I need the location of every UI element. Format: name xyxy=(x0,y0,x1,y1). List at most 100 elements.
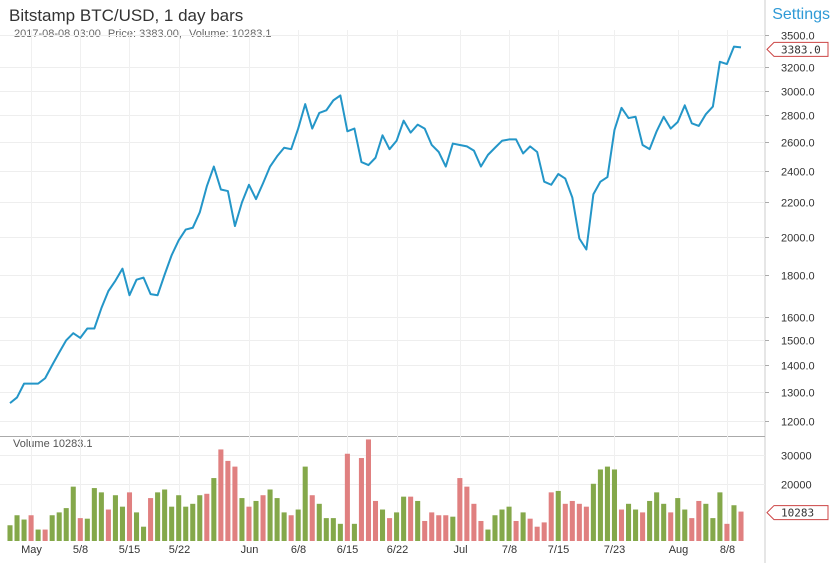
volume-bar xyxy=(295,509,301,541)
volume-bar xyxy=(569,500,575,541)
volume-bar xyxy=(337,523,343,541)
volume-bar xyxy=(316,503,322,541)
price-tick-label: 1400.0 xyxy=(781,361,815,373)
time-tick-label: 7/8 xyxy=(502,544,517,556)
volume-bar xyxy=(141,526,147,541)
volume-bar xyxy=(21,519,27,541)
volume-bar xyxy=(562,503,568,541)
price-tick-label: 2800.0 xyxy=(781,111,815,123)
volume-bar xyxy=(267,489,273,541)
volume-bar xyxy=(49,515,55,541)
volume-bar xyxy=(169,506,175,541)
volume-bar xyxy=(668,512,674,541)
price-tick-label: 1800.0 xyxy=(781,271,815,283)
volume-bar xyxy=(513,520,519,541)
volume-bar xyxy=(77,518,83,541)
time-tick-label: Jul xyxy=(453,544,467,556)
volume-tick-label: 30000 xyxy=(781,451,812,463)
volume-bar xyxy=(618,509,625,541)
volume-bar xyxy=(330,518,336,541)
volume-bar xyxy=(84,518,90,541)
price-tick-label: 2200.0 xyxy=(781,198,815,210)
price-tick-label: 2000.0 xyxy=(781,233,815,245)
volume-bar xyxy=(35,529,41,541)
volume-bar xyxy=(583,506,589,541)
price-tick-label: 3500.0 xyxy=(781,31,815,43)
volume-bar xyxy=(14,515,20,541)
volume-bar xyxy=(604,466,610,541)
volume-bar xyxy=(520,512,526,541)
price-tick-label: 2600.0 xyxy=(781,138,815,150)
volume-bar xyxy=(309,495,315,541)
volume-bar xyxy=(661,503,667,541)
chart-title: Bitstamp BTC/USD, 1 day bars xyxy=(9,6,244,25)
time-tick-label: 5/22 xyxy=(169,544,190,556)
volume-bar xyxy=(218,449,224,541)
volume-bar xyxy=(703,503,709,541)
volume-bar xyxy=(675,498,681,541)
volume-bar xyxy=(358,458,364,541)
volume-bar xyxy=(112,495,118,541)
settings-button[interactable]: Settings xyxy=(772,6,830,23)
volume-bar xyxy=(478,520,484,541)
volume-bar xyxy=(689,518,695,541)
volume-bar xyxy=(738,511,744,541)
info-volume: Volume: 10283.1 xyxy=(188,28,272,40)
time-tick-label: Jun xyxy=(241,544,259,556)
volume-bar xyxy=(372,500,379,541)
time-tick-label: 5/15 xyxy=(119,544,140,556)
current-price-tag: 3383.0 xyxy=(766,41,829,57)
volume-bar xyxy=(450,516,456,541)
volume-bar xyxy=(232,466,238,541)
volume-bar xyxy=(119,506,125,541)
volume-tick-label: 20000 xyxy=(781,480,812,492)
current-value-tag-shape xyxy=(766,41,829,57)
volume-bar xyxy=(696,500,702,541)
volume-bar xyxy=(408,496,414,541)
volume-bar xyxy=(133,512,140,541)
volume-bar xyxy=(464,486,470,541)
volume-bar xyxy=(91,488,97,541)
volume-panel-label: Volume 10283.1 xyxy=(13,438,93,450)
time-tick-label: 7/23 xyxy=(604,544,625,556)
time-tick-label: 7/15 xyxy=(548,544,569,556)
volume-bar xyxy=(105,509,111,541)
time-tick-label: 6/15 xyxy=(337,544,358,556)
volume-bar xyxy=(239,498,245,541)
time-tick-label: 8/8 xyxy=(720,544,735,556)
volume-bar xyxy=(176,495,182,541)
volume-bar xyxy=(323,518,329,541)
volume-bar xyxy=(590,483,596,541)
volume-bar xyxy=(506,506,512,541)
volume-bar xyxy=(576,503,582,541)
volume-bar xyxy=(351,523,357,541)
volume-bar xyxy=(56,512,62,541)
volume-bar xyxy=(485,529,491,541)
volume-bar xyxy=(28,515,34,541)
volume-bar xyxy=(401,496,407,541)
volume-bar xyxy=(162,489,168,541)
volume-bar xyxy=(710,518,716,541)
volume-bar xyxy=(155,492,161,541)
volume-bar xyxy=(42,529,48,541)
volume-bar xyxy=(380,509,386,541)
current-value-tag-shape xyxy=(766,505,829,521)
price-tick-label: 1600.0 xyxy=(781,313,815,325)
price-line xyxy=(9,45,742,404)
volume-bar xyxy=(344,453,350,541)
volume-bar xyxy=(429,512,435,541)
info-price: Price: 3383.00, xyxy=(107,28,182,40)
volume-bar xyxy=(253,500,259,541)
volume-bar xyxy=(717,492,723,541)
volume-bar xyxy=(527,518,533,541)
volume-bar xyxy=(422,520,428,541)
price-tick-label: 1500.0 xyxy=(781,336,815,348)
price-tick-label: 2400.0 xyxy=(781,167,815,179)
volume-bar xyxy=(555,490,561,541)
volume-bar xyxy=(633,509,639,541)
volume-bar xyxy=(548,492,554,541)
volume-bar xyxy=(541,522,547,541)
volume-bar xyxy=(640,512,646,541)
volume-bar xyxy=(302,466,308,541)
